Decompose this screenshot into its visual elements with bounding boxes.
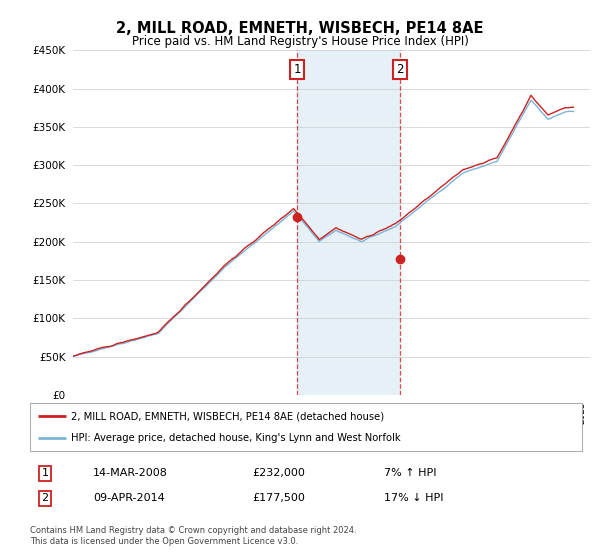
Text: 2: 2 bbox=[396, 63, 404, 76]
Text: 09-APR-2014: 09-APR-2014 bbox=[93, 493, 165, 503]
Text: 2, MILL ROAD, EMNETH, WISBECH, PE14 8AE (detached house): 2, MILL ROAD, EMNETH, WISBECH, PE14 8AE … bbox=[71, 411, 385, 421]
Text: HPI: Average price, detached house, King's Lynn and West Norfolk: HPI: Average price, detached house, King… bbox=[71, 433, 401, 443]
Text: 2: 2 bbox=[41, 493, 49, 503]
Text: 1: 1 bbox=[41, 468, 49, 478]
Text: 14-MAR-2008: 14-MAR-2008 bbox=[93, 468, 168, 478]
Bar bbox=[297, 50, 400, 395]
Text: Price paid vs. HM Land Registry's House Price Index (HPI): Price paid vs. HM Land Registry's House … bbox=[131, 35, 469, 48]
Text: £177,500: £177,500 bbox=[252, 493, 305, 503]
Text: 1: 1 bbox=[293, 63, 301, 76]
Text: £232,000: £232,000 bbox=[252, 468, 305, 478]
Text: 17% ↓ HPI: 17% ↓ HPI bbox=[384, 493, 443, 503]
Text: Contains HM Land Registry data © Crown copyright and database right 2024.
This d: Contains HM Land Registry data © Crown c… bbox=[30, 526, 356, 546]
Text: 2, MILL ROAD, EMNETH, WISBECH, PE14 8AE: 2, MILL ROAD, EMNETH, WISBECH, PE14 8AE bbox=[116, 21, 484, 36]
Text: 7% ↑ HPI: 7% ↑ HPI bbox=[384, 468, 437, 478]
